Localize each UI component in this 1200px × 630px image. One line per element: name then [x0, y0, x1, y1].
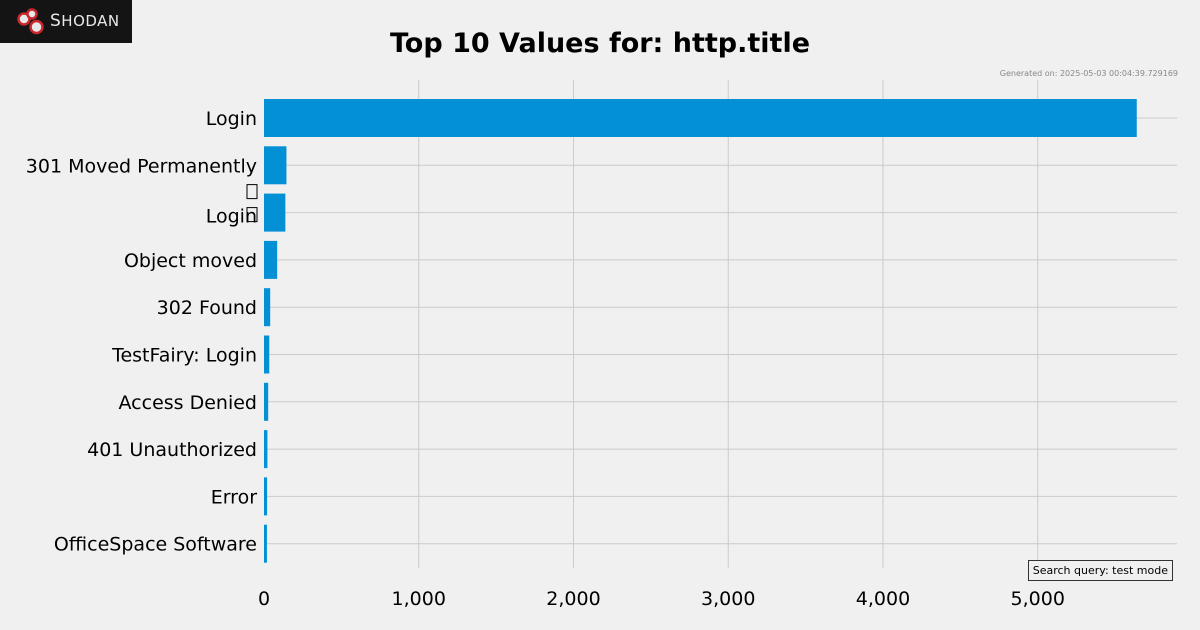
bar-0 [264, 99, 1137, 137]
x-tick-label: 4,000 [856, 588, 910, 610]
category-label-line: Login [206, 206, 257, 228]
bar-8 [264, 477, 268, 516]
category-label-3: Object moved [124, 250, 257, 272]
shodan-logo-icon [17, 8, 44, 35]
shodan-logo: SHODAN [0, 0, 132, 43]
bar-4 [264, 288, 271, 327]
category-label-8: Error [211, 486, 258, 508]
missing-glyph-box [246, 207, 258, 223]
generated-timestamp: Generated on: 2025-05-03 00:04:39.729169 [999, 69, 1178, 78]
bar-3 [264, 240, 278, 279]
x-tick-label: 5,000 [1011, 588, 1065, 610]
category-label-6: Access Denied [119, 392, 257, 414]
bar-1 [264, 146, 287, 185]
category-label-2: Login [206, 206, 257, 228]
x-tick-label: 3,000 [701, 588, 755, 610]
chart-title: Top 10 Values for: http.title [389, 28, 811, 59]
category-label-5: TestFairy: Login [111, 345, 257, 367]
missing-glyph-box [246, 184, 258, 200]
bar-9 [264, 524, 267, 563]
x-tick-label: 1,000 [392, 588, 446, 610]
logo-wordmark: SHODAN [50, 11, 120, 31]
bar-2 [264, 193, 286, 232]
x-tick-label: 2,000 [546, 588, 600, 610]
x-tick-label: 0 [258, 588, 270, 610]
category-label-1: 301 Moved Permanently [26, 155, 257, 177]
category-label-0: Login [206, 108, 257, 130]
category-label-7: 401 Unauthorized [87, 439, 257, 461]
search-query-box: Search query: test mode [1027, 560, 1173, 581]
bar-7 [264, 430, 268, 469]
bar-5 [264, 335, 270, 374]
bar-6 [264, 382, 269, 421]
category-label-4: 302 Found [157, 297, 257, 319]
category-label-9: OfficeSpace Software [54, 534, 257, 556]
